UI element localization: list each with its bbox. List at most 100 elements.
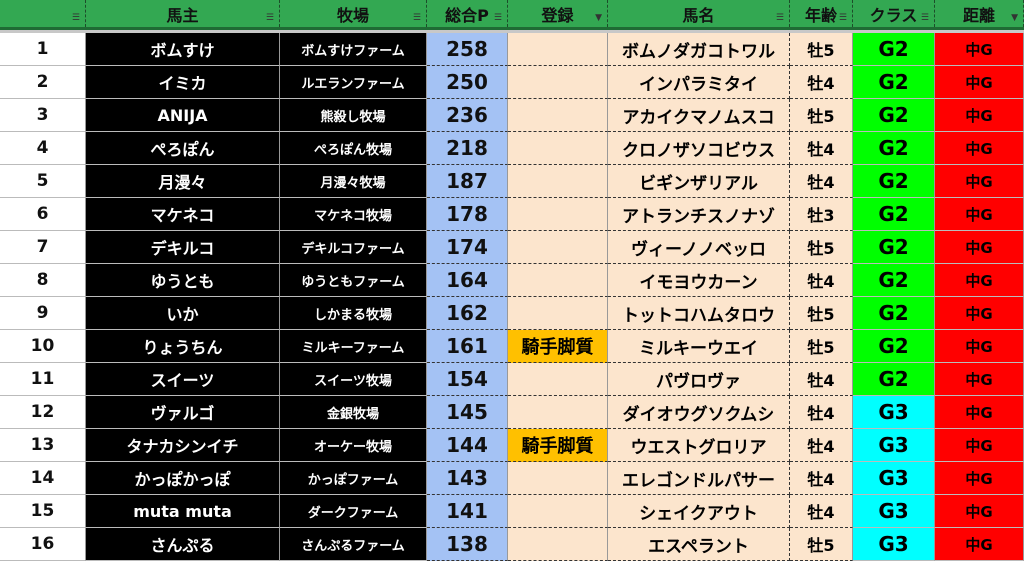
cell-class[interactable]: G3 [853, 528, 935, 561]
cell-farm[interactable]: ダークファーム [280, 495, 427, 528]
cell-distance[interactable]: 中G [935, 198, 1024, 231]
cell-registration[interactable] [508, 528, 608, 561]
cell-rank[interactable]: 3 [0, 99, 86, 132]
cell-class[interactable]: G2 [853, 99, 935, 132]
cell-owner[interactable]: ヴァルゴ [86, 396, 280, 429]
cell-total-points[interactable]: 143 [427, 462, 508, 495]
filter-icon[interactable]: ☰ [920, 13, 929, 23]
cell-rank[interactable]: 4 [0, 132, 86, 165]
cell-class[interactable]: G3 [853, 429, 935, 462]
cell-age[interactable]: 牡5 [790, 99, 853, 132]
cell-distance[interactable]: 中G [935, 132, 1024, 165]
cell-rank[interactable]: 14 [0, 462, 86, 495]
filter-icon[interactable]: ☰ [838, 13, 847, 23]
cell-age[interactable]: 牡4 [790, 396, 853, 429]
cell-total-points[interactable]: 187 [427, 165, 508, 198]
cell-owner[interactable]: りょうちん [86, 330, 280, 363]
cell-owner[interactable]: muta muta [86, 495, 280, 528]
cell-horse-name[interactable]: エスペラント [608, 528, 790, 561]
cell-farm[interactable]: ぺろぽん牧場 [280, 132, 427, 165]
filter-icon[interactable]: ☰ [265, 13, 274, 23]
cell-horse-name[interactable]: ヴィーノノベッロ [608, 231, 790, 264]
column-header-total-points[interactable]: 総合P ☰ [427, 0, 508, 27]
cell-total-points[interactable]: 174 [427, 231, 508, 264]
cell-distance[interactable]: 中G [935, 330, 1024, 363]
filter-icon[interactable]: ☰ [775, 13, 784, 23]
cell-horse-name[interactable]: ウエストグロリア [608, 429, 790, 462]
cell-registration[interactable] [508, 132, 608, 165]
cell-rank[interactable]: 6 [0, 198, 86, 231]
cell-horse-name[interactable]: エレゴンドルパサー [608, 462, 790, 495]
cell-farm[interactable]: さんぷるファーム [280, 528, 427, 561]
cell-registration[interactable] [508, 231, 608, 264]
cell-rank[interactable]: 1 [0, 33, 86, 66]
cell-age[interactable]: 牡5 [790, 297, 853, 330]
cell-class[interactable]: G2 [853, 165, 935, 198]
cell-rank[interactable]: 2 [0, 66, 86, 99]
cell-class[interactable]: G2 [853, 363, 935, 396]
cell-farm[interactable]: かっぽファーム [280, 462, 427, 495]
cell-age[interactable]: 牡4 [790, 165, 853, 198]
cell-distance[interactable]: 中G [935, 231, 1024, 264]
cell-owner[interactable]: ゆうとも [86, 264, 280, 297]
filter-icon[interactable]: ☰ [412, 13, 421, 23]
cell-distance[interactable]: 中G [935, 396, 1024, 429]
cell-registration[interactable] [508, 495, 608, 528]
column-header-farm[interactable]: 牧場 ☰ [280, 0, 427, 27]
cell-owner[interactable]: デキルコ [86, 231, 280, 264]
cell-farm[interactable]: 熊殺し牧場 [280, 99, 427, 132]
filter-active-icon[interactable]: ▼ [1011, 13, 1018, 23]
cell-horse-name[interactable]: ダイオウグソクムシ [608, 396, 790, 429]
cell-total-points[interactable]: 178 [427, 198, 508, 231]
cell-distance[interactable]: 中G [935, 429, 1024, 462]
cell-horse-name[interactable]: ミルキーウエイ [608, 330, 790, 363]
cell-rank[interactable]: 11 [0, 363, 86, 396]
cell-rank[interactable]: 12 [0, 396, 86, 429]
cell-distance[interactable]: 中G [935, 462, 1024, 495]
cell-farm[interactable]: ミルキーファーム [280, 330, 427, 363]
column-header-horse-name[interactable]: 馬名 ☰ [608, 0, 790, 27]
cell-distance[interactable]: 中G [935, 264, 1024, 297]
cell-registration[interactable]: 騎手脚質 [508, 330, 608, 363]
cell-class[interactable]: G2 [853, 198, 935, 231]
column-header-distance[interactable]: 距離 ▼ [935, 0, 1024, 27]
cell-class[interactable]: G2 [853, 33, 935, 66]
cell-total-points[interactable]: 236 [427, 99, 508, 132]
cell-horse-name[interactable]: アカイクマノムスコ [608, 99, 790, 132]
cell-class[interactable]: G3 [853, 396, 935, 429]
cell-age[interactable]: 牡4 [790, 264, 853, 297]
column-header-age[interactable]: 年齢 ☰ [790, 0, 853, 27]
cell-age[interactable]: 牡5 [790, 231, 853, 264]
cell-farm[interactable]: しかまる牧場 [280, 297, 427, 330]
cell-distance[interactable]: 中G [935, 165, 1024, 198]
cell-horse-name[interactable]: インパラミタイ [608, 66, 790, 99]
cell-class[interactable]: G3 [853, 495, 935, 528]
cell-total-points[interactable]: 164 [427, 264, 508, 297]
cell-rank[interactable]: 15 [0, 495, 86, 528]
cell-owner[interactable]: スイーツ [86, 363, 280, 396]
cell-distance[interactable]: 中G [935, 363, 1024, 396]
cell-registration[interactable] [508, 297, 608, 330]
cell-horse-name[interactable]: アトランチスノナゾ [608, 198, 790, 231]
cell-total-points[interactable]: 258 [427, 33, 508, 66]
cell-registration[interactable] [508, 396, 608, 429]
cell-distance[interactable]: 中G [935, 99, 1024, 132]
cell-registration[interactable] [508, 462, 608, 495]
cell-horse-name[interactable]: トットコハムタロウ [608, 297, 790, 330]
cell-age[interactable]: 牡4 [790, 132, 853, 165]
cell-registration[interactable] [508, 198, 608, 231]
filter-icon[interactable]: ☰ [71, 13, 80, 23]
cell-registration[interactable]: 騎手脚質 [508, 429, 608, 462]
cell-total-points[interactable]: 161 [427, 330, 508, 363]
cell-owner[interactable]: ボムすけ [86, 33, 280, 66]
cell-class[interactable]: G2 [853, 330, 935, 363]
cell-total-points[interactable]: 138 [427, 528, 508, 561]
cell-registration[interactable] [508, 33, 608, 66]
cell-total-points[interactable]: 141 [427, 495, 508, 528]
cell-class[interactable]: G2 [853, 231, 935, 264]
cell-age[interactable]: 牡4 [790, 495, 853, 528]
cell-age[interactable]: 牡5 [790, 528, 853, 561]
cell-owner[interactable]: イミカ [86, 66, 280, 99]
cell-rank[interactable]: 10 [0, 330, 86, 363]
cell-rank[interactable]: 8 [0, 264, 86, 297]
